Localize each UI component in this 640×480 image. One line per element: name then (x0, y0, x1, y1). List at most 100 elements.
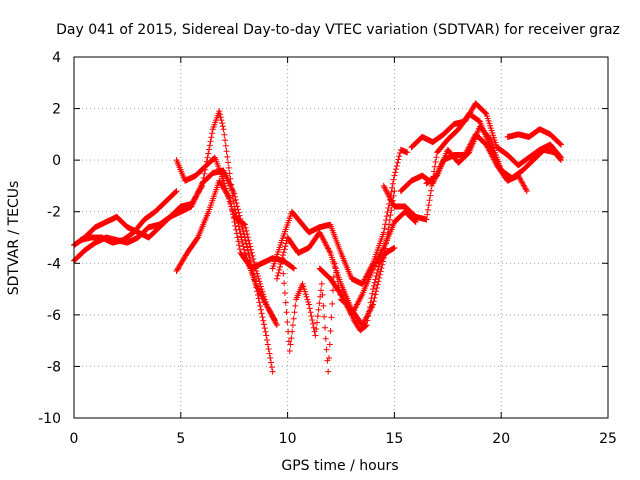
data-point (262, 298, 269, 305)
data-point (364, 317, 371, 324)
series-track-8 (280, 244, 398, 375)
data-point (557, 156, 564, 163)
y-tick-label: -6 (47, 308, 61, 324)
data-point (225, 164, 232, 171)
data-point (323, 346, 330, 353)
data-point (234, 234, 241, 241)
data-point (379, 246, 386, 253)
data-point (286, 347, 293, 354)
data-point (245, 251, 252, 258)
series-track-14 (504, 126, 565, 148)
data-point (280, 249, 287, 256)
data-point (226, 194, 233, 201)
data-point (223, 148, 230, 155)
data-point (334, 278, 341, 285)
data-point (321, 313, 328, 320)
data-point (244, 231, 251, 238)
data-point (227, 199, 234, 206)
data-point (265, 346, 272, 353)
data-point (404, 149, 411, 156)
data-point (326, 341, 333, 348)
data-point (172, 188, 179, 195)
data-point (239, 240, 246, 247)
data-point (287, 341, 294, 348)
data-point (234, 203, 241, 210)
data-point (242, 224, 249, 231)
y-tick-label: -8 (47, 359, 61, 375)
data-point (220, 126, 227, 133)
data-point (236, 242, 243, 249)
data-point (259, 314, 266, 321)
data-point (390, 176, 397, 183)
data-point (273, 320, 280, 327)
data-point (313, 326, 320, 333)
data-point (266, 350, 273, 357)
data-point (219, 120, 226, 127)
data-point (366, 308, 373, 315)
data-point (281, 289, 288, 296)
y-axis-label: SDTVAR / TECUs (6, 181, 22, 296)
data-point (292, 302, 299, 309)
data-point (278, 258, 285, 265)
data-point (431, 163, 438, 170)
data-point (321, 324, 328, 331)
data-point (235, 223, 242, 230)
data-point (412, 219, 419, 226)
data-point (288, 335, 295, 342)
data-point (300, 283, 307, 290)
data-point (291, 265, 298, 272)
data-point (329, 300, 336, 307)
data-point (425, 202, 432, 209)
data-point (391, 172, 398, 179)
series-track-6 (269, 146, 411, 287)
data-point (290, 264, 297, 271)
data-point (201, 170, 208, 177)
data-point (219, 123, 226, 130)
data-point (206, 142, 213, 149)
data-point (380, 229, 387, 236)
data-point (225, 159, 232, 166)
x-tick-label: 15 (385, 431, 403, 447)
data-point (222, 142, 229, 149)
data-point (363, 322, 370, 329)
data-point (372, 291, 379, 298)
data-point (206, 146, 213, 153)
data-point (285, 338, 292, 345)
data-point (332, 264, 339, 271)
data-point (209, 130, 216, 137)
data-point (423, 216, 430, 223)
data-point (312, 332, 319, 339)
data-point (557, 140, 564, 147)
data-point (385, 205, 392, 212)
data-point (276, 263, 283, 270)
data-point (216, 108, 223, 115)
data-point (263, 332, 270, 339)
data-point (254, 270, 261, 277)
data-point (381, 225, 388, 232)
data-point (240, 243, 247, 250)
data-point (238, 236, 245, 243)
data-point (428, 187, 435, 194)
data-point (238, 233, 245, 240)
data-point (315, 306, 322, 313)
data-point (392, 169, 399, 176)
data-point (325, 368, 332, 375)
data-point (395, 156, 402, 163)
data-point (244, 244, 251, 251)
data-point (269, 368, 276, 375)
x-tick-label: 20 (492, 431, 510, 447)
x-tick-label: 0 (70, 431, 79, 447)
data-point (257, 283, 264, 290)
data-point (232, 222, 239, 229)
data-point (257, 303, 264, 310)
data-point (273, 322, 280, 329)
data-point (383, 213, 390, 220)
data-point (236, 246, 243, 253)
axis-ticks: 0 5 10 15 20 25 -10 -8 -6 -4 -2 0 2 4 (38, 50, 617, 447)
data-point (387, 212, 394, 219)
data-point (256, 299, 263, 306)
data-point (291, 309, 298, 316)
data-point (242, 237, 249, 244)
data-point (333, 273, 340, 280)
